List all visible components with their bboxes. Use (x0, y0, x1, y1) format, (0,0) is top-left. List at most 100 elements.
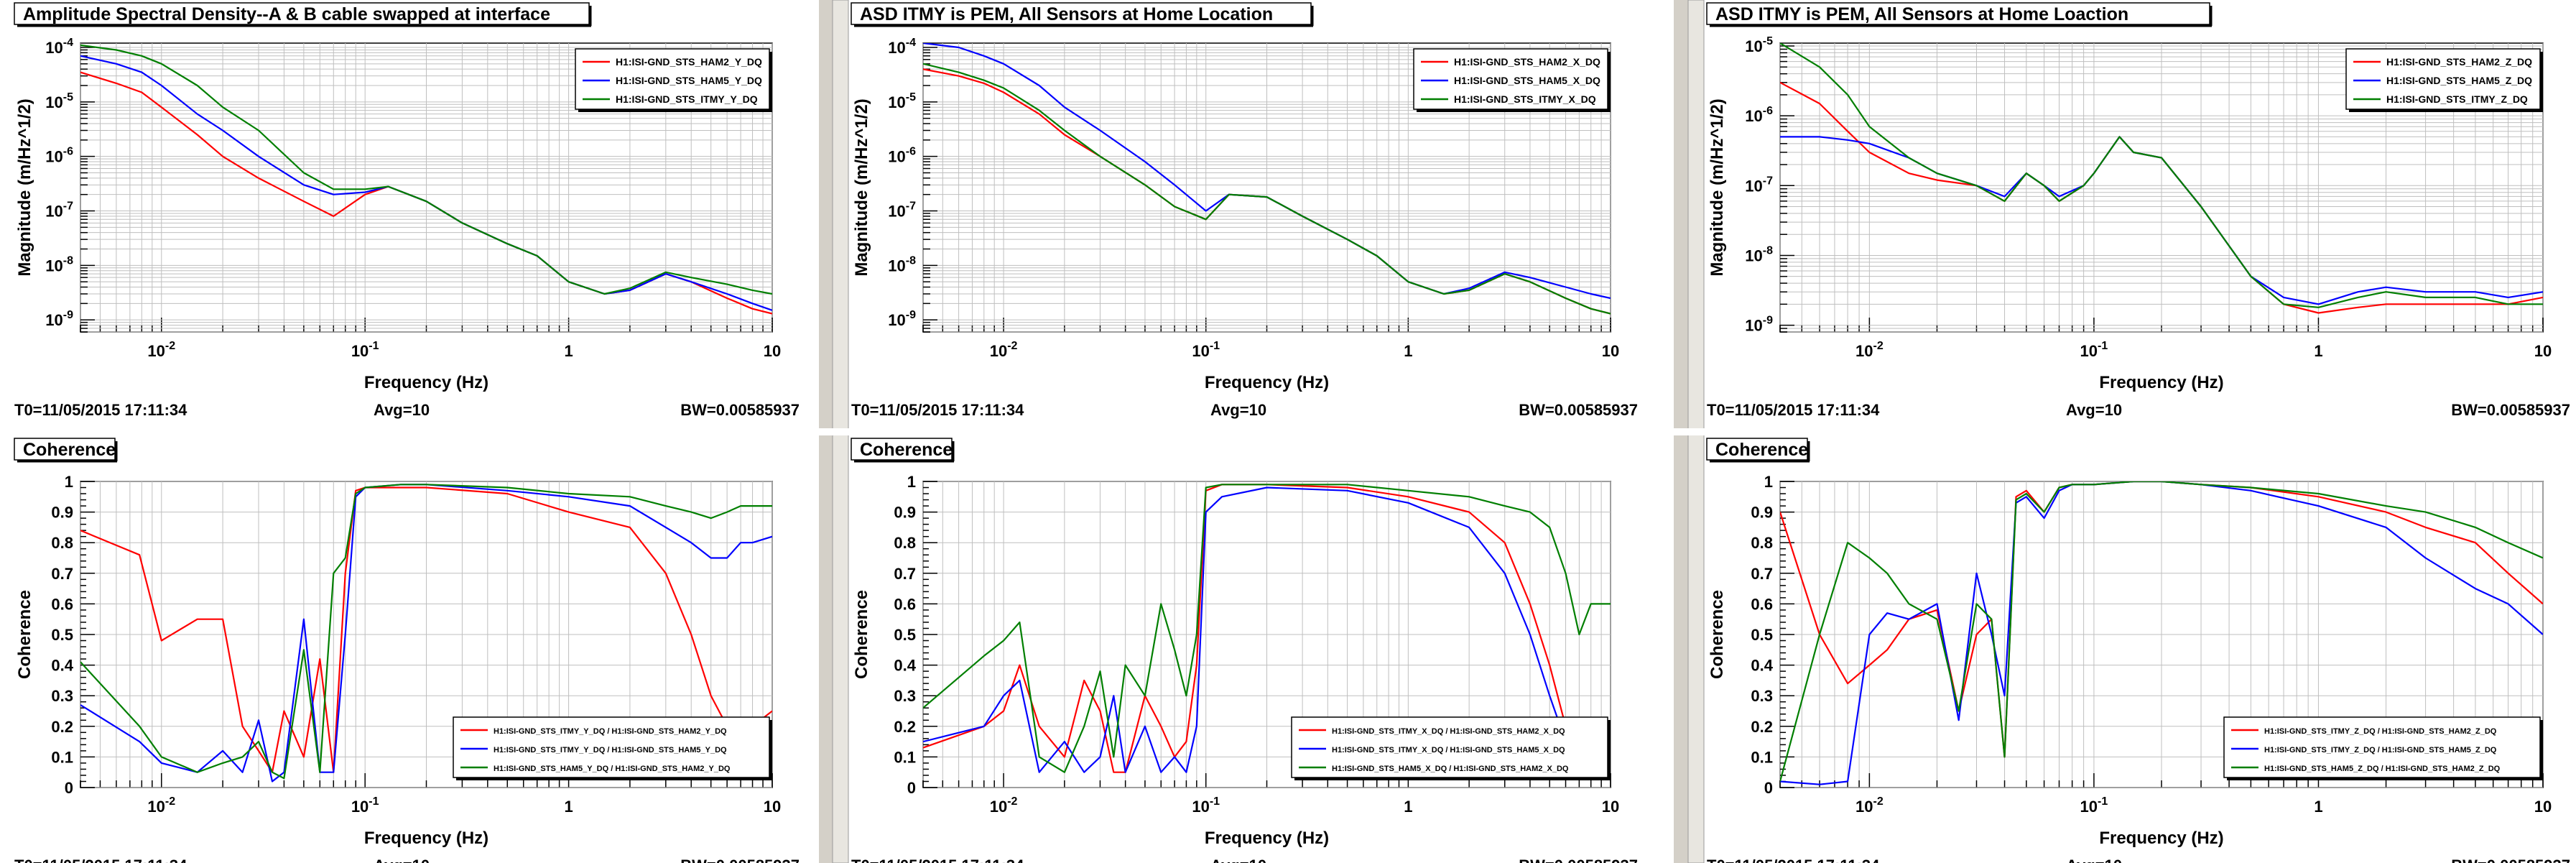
chart-panel-1: Amplitude Spectral Density--A & B cable … (14, 2, 800, 419)
chart-title-box: Coherence (14, 438, 118, 463)
series-line-blue (923, 486, 1611, 773)
tick-label: 0.1 (1751, 748, 1773, 766)
chart-title: Coherence (860, 440, 953, 460)
tick-label: 10-6 (1745, 105, 1773, 125)
tick-label: 10-2 (990, 340, 1018, 360)
tick-label: 0.7 (51, 565, 73, 583)
series-group (1780, 43, 2543, 314)
chart-title: ASD ITMY is PEM, All Sensors at Home Loa… (1715, 4, 2128, 24)
chart-title-box: ASD ITMY is PEM, All Sensors at Home Loa… (1706, 2, 2213, 27)
tick-label: 0.5 (1751, 626, 1773, 644)
tick-label: 0.3 (1751, 687, 1773, 705)
footer-avg: Avg=10 (374, 857, 430, 863)
y-axis-label: Magnitude (m/Hz^1/2) (15, 98, 34, 276)
tick-label: 0.8 (51, 534, 73, 552)
x-axis-label: Frequency (Hz) (2099, 373, 2223, 392)
chart-title-box: Coherence (1706, 438, 1810, 463)
tick-label: 10 (2534, 342, 2552, 360)
legend: H1:ISI-GND_STS_ITMY_Y_DQ / H1:ISI-GND_ST… (453, 716, 772, 780)
tick-label: 10-1 (1192, 795, 1220, 816)
tick-label: 0.8 (1751, 534, 1773, 552)
tick-label: 0.5 (51, 626, 73, 644)
tick-label: 0.2 (51, 718, 73, 736)
x-axis-label: Frequency (Hz) (1205, 373, 1329, 392)
legend: H1:ISI-GND_STS_HAM2_Z_DQ H1:ISI-GND_STS_H… (2345, 48, 2543, 112)
tick-label: 1 (2314, 798, 2322, 816)
footer-bw: BW=0.00585937 (1519, 857, 1638, 863)
tick-label: 0.7 (894, 565, 916, 583)
footer-t0: T0=11/05/2015 17:11:34 (1707, 401, 1880, 419)
x-axis-label: Frequency (Hz) (2099, 829, 2223, 848)
tick-label: 10 (2534, 798, 2552, 816)
legend-entry: H1:ISI-GND_STS_ITMY_X_DQ / H1:ISI-GND_ST… (1332, 727, 1565, 736)
tick-label: 0.9 (894, 504, 916, 522)
tick-label: 0.5 (894, 626, 916, 644)
chart-panel-6: Coherence 10-2 10-1 1 10 0 0.1 0.2 0.3 0.4 0.5 0.6 0… (1706, 438, 2570, 863)
legend-entry: H1:ISI-GND_STS_ITMY_X_DQ / H1:ISI-GND_ST… (1332, 746, 1565, 754)
legend-entry: H1:ISI-GND_STS_HAM5_X_DQ (1454, 75, 1600, 86)
footer-t0: T0=11/05/2015 17:11:34 (851, 401, 1024, 419)
y-axis-label: Coherence (15, 590, 34, 679)
chart-panel-2: ASD ITMY is PEM, All Sensors at Home Loc… (851, 2, 1638, 419)
tick-label: 0.4 (894, 657, 916, 675)
y-axis-label: Coherence (1708, 590, 1727, 679)
series-group (80, 484, 772, 783)
footer-t0: T0=11/05/2015 17:11:34 (1707, 857, 1880, 863)
legend: H1:ISI-GND_STS_HAM2_Y_DQ H1:ISI-GND_STS_H… (575, 48, 772, 112)
tick-label: 0.3 (51, 687, 73, 705)
chart-title-box: Amplitude Spectral Density--A & B cable … (14, 2, 592, 27)
tick-label: 0.6 (51, 595, 73, 613)
tick-label: 10-7 (1745, 175, 1773, 195)
tick-label: 10-2 (990, 795, 1018, 816)
legend-entry: H1:ISI-GND_STS_ITMY_Y_DQ (616, 93, 758, 105)
legend-entry: H1:ISI-GND_STS_HAM5_Y_DQ / H1:ISI-GND_ST… (494, 765, 731, 773)
chart-panel-4: Coherence 10-2 10-1 1 10 0 0.1 0.2 0.3 0.4 0.5 0.6 0… (14, 438, 800, 863)
footer-avg: Avg=10 (1210, 857, 1266, 863)
series-group (923, 484, 1611, 773)
tick-label: 10-8 (45, 254, 73, 274)
legend-entry: H1:ISI-GND_STS_ITMY_Z_DQ / H1:ISI-GND_ST… (2264, 727, 2497, 736)
footer-avg: Avg=10 (374, 401, 430, 419)
legend-entry: H1:ISI-GND_STS_ITMY_Z_DQ (2386, 93, 2528, 105)
footer-t0: T0=11/05/2015 17:11:34 (14, 401, 187, 419)
tick-label: 1 (1764, 473, 1773, 491)
tick-label: 10-9 (1745, 315, 1773, 335)
tick-label: 1 (1404, 342, 1412, 360)
tick-label: 10-2 (147, 340, 175, 360)
legend-entry: H1:ISI-GND_STS_HAM5_Z_DQ / H1:ISI-GND_ST… (2264, 765, 2501, 773)
legend-entry: H1:ISI-GND_STS_HAM2_Z_DQ (2386, 56, 2532, 68)
tick-label: 1 (564, 342, 573, 360)
tick-label: 0.1 (51, 748, 73, 766)
series-line-red (923, 484, 1611, 773)
legend-entry: H1:ISI-GND_STS_ITMY_Y_DQ / H1:ISI-GND_ST… (494, 746, 727, 754)
tick-label: 0.4 (1751, 657, 1773, 675)
footer-bw: BW=0.00585937 (2451, 857, 2570, 863)
tick-label: 10-5 (888, 91, 916, 111)
tick-label: 10-6 (888, 146, 916, 166)
horizontal-splitter[interactable] (0, 428, 2576, 435)
legend-entry: H1:ISI-GND_STS_HAM2_X_DQ (1454, 56, 1600, 68)
tick-label: 10-1 (1192, 340, 1220, 360)
tick-label: 0.1 (894, 748, 916, 766)
tick-label: 0.9 (51, 504, 73, 522)
chart-title: ASD ITMY is PEM, All Sensors at Home Loc… (860, 4, 1273, 24)
y-axis-label: Coherence (852, 590, 871, 679)
grid (80, 42, 773, 333)
legend-entry: H1:ISI-GND_STS_ITMY_Y_DQ / H1:ISI-GND_ST… (494, 727, 727, 736)
tick-label: 10 (1602, 342, 1619, 360)
chart-panel-5: Coherence 10-2 10-1 1 10 0 0.1 0.2 0.3 0.4 0.5 0.6 0… (851, 438, 1638, 863)
tick-label: 10-2 (1855, 795, 1884, 816)
tick-label: 10-1 (2080, 795, 2108, 816)
series-line-blue (1780, 481, 2543, 785)
legend-entry: H1:ISI-GND_STS_HAM2_Y_DQ (616, 56, 762, 68)
legend-entry: H1:ISI-GND_STS_HAM5_Y_DQ (616, 75, 762, 86)
tick-label: 10 (764, 798, 781, 816)
tick-label: 10-1 (351, 340, 379, 360)
tick-label: 10-2 (1855, 340, 1884, 360)
series-line-green (1780, 481, 2543, 782)
tick-label: 0 (65, 779, 73, 797)
tick-label: 1 (65, 473, 73, 491)
tick-label: 0 (907, 779, 916, 797)
legend: H1:ISI-GND_STS_ITMY_Z_DQ / H1:ISI-GND_ST… (2223, 716, 2543, 780)
